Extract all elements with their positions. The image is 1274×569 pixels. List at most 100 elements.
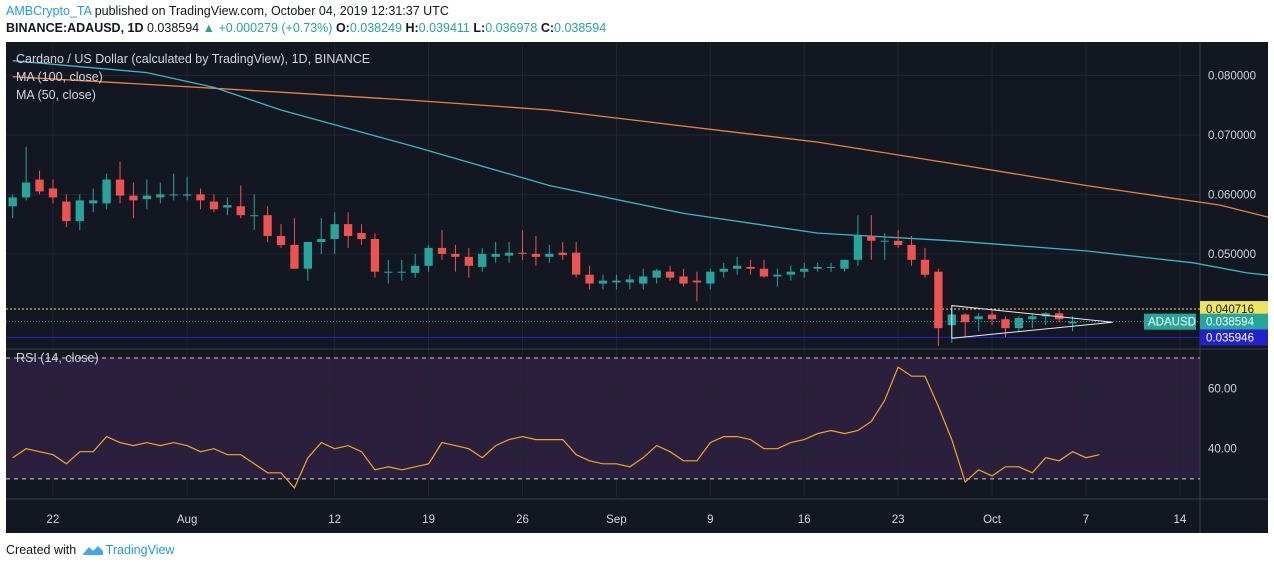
chart-title: Cardano / US Dollar (calculated by Tradi… <box>16 52 370 66</box>
time-tick-label: 12 <box>328 514 341 526</box>
candle-body <box>115 179 125 196</box>
time-tick-label: 19 <box>422 514 435 526</box>
candle-body <box>679 276 688 284</box>
chart-area[interactable]: 0.080000 0.070000 0.060000 0.050000 0.040716… <box>6 42 1268 533</box>
candle-body <box>531 253 541 257</box>
price-tick-label: 0.070000 <box>1208 130 1256 142</box>
candle-body <box>102 179 111 204</box>
candle-body <box>585 274 594 284</box>
current-price-tag-bg <box>1200 313 1268 330</box>
symbol-label: BINANCE:ADAUSD, 1D <box>6 21 144 35</box>
support-tag-bg <box>1200 329 1268 346</box>
candle-body <box>411 265 420 273</box>
candle-body <box>987 314 997 320</box>
candle-body <box>464 256 474 266</box>
rsi-tick-label: 40.00 <box>1208 444 1237 456</box>
time-tick-label: Aug <box>177 514 197 526</box>
candle-body <box>880 240 889 242</box>
rsi-band <box>6 358 1200 479</box>
candle-body <box>451 253 460 257</box>
author-link[interactable]: AMBCrypto_TA <box>6 4 92 18</box>
time-tick-label: 9 <box>707 514 713 526</box>
candle-body <box>867 236 876 241</box>
candle-body <box>706 271 715 284</box>
candle-body <box>719 268 728 272</box>
rsi-legend: RSI (14, close) <box>16 351 99 365</box>
triangle-up-icon: ▲ <box>202 21 215 35</box>
candle-body <box>652 270 661 278</box>
candle-body <box>746 266 755 269</box>
current-price-tag: 0.038594 <box>1206 317 1255 329</box>
time-tick-label: Sep <box>606 514 626 526</box>
resistance-tag-bg <box>1200 301 1268 318</box>
ohlc-line: BINANCE:ADAUSD, 1D 0.038594 ▲ +0.000279 … <box>6 20 606 37</box>
time-tick-label: Oct <box>983 514 1002 526</box>
c-label: C: <box>540 21 555 35</box>
candle-body <box>692 280 702 283</box>
candle-body <box>518 252 527 254</box>
candle-body <box>75 200 84 222</box>
candle-body <box>89 200 98 204</box>
candle-body <box>330 224 339 240</box>
chart-svg[interactable]: 0.080000 0.070000 0.060000 0.050000 0.040716… <box>6 42 1268 533</box>
candle-body <box>384 271 393 273</box>
o-value: 0.038249 <box>349 21 402 35</box>
candle-body <box>397 271 406 273</box>
price-tick-label: 0.050000 <box>1208 249 1256 261</box>
change-value: +0.000279 (+0.73%) <box>218 21 333 35</box>
candle-body <box>156 194 165 198</box>
symbol-tag: ADAUSD <box>1148 317 1196 329</box>
symbol-tag-bg <box>1144 313 1196 330</box>
candle-body <box>21 182 31 198</box>
tradingview-link[interactable]: TradingView <box>105 543 175 557</box>
price-tick-label: 0.080000 <box>1208 71 1256 83</box>
candle-body <box>1014 318 1024 329</box>
rsi-tick-label: 60.00 <box>1208 383 1237 395</box>
footer: Created with TradingView <box>6 543 174 557</box>
candle-body <box>920 259 930 275</box>
candle-body <box>907 244 916 260</box>
chart-header: AMBCrypto_TA published on TradingView.co… <box>6 3 606 37</box>
h-value: 0.039411 <box>418 21 470 35</box>
publish-line: AMBCrypto_TA published on TradingView.co… <box>6 3 606 20</box>
candle-body <box>1028 316 1037 320</box>
candle-body <box>1068 321 1077 324</box>
candle-body <box>800 268 809 272</box>
candle-body <box>840 259 849 269</box>
candle-body <box>934 271 943 329</box>
candle-body <box>826 266 836 268</box>
close-value: 0.038594 <box>147 21 200 35</box>
candle-body <box>8 197 17 207</box>
h-label: H: <box>405 21 419 35</box>
candle-body <box>290 244 299 269</box>
candle-body <box>491 253 500 257</box>
time-tick-label: 16 <box>798 514 811 526</box>
candle-body <box>317 239 326 242</box>
candle-body <box>853 236 863 260</box>
candle-body <box>759 268 769 277</box>
candle-body <box>223 205 232 208</box>
candle-body <box>598 280 608 284</box>
candle-body <box>504 252 514 256</box>
candle-body <box>786 271 795 275</box>
rsi-line <box>12 366 1100 489</box>
legend-ma100: MA (100, close) <box>16 70 103 84</box>
o-label: O: <box>335 21 350 35</box>
candle-body <box>1001 319 1010 329</box>
candle-body <box>893 240 903 245</box>
time-tick-label: 23 <box>892 514 905 526</box>
ma50-line <box>12 60 1268 276</box>
candle-body <box>437 247 447 254</box>
candle-body <box>732 265 742 269</box>
l-value: 0.036978 <box>485 21 538 35</box>
published-text: published on TradingView.com, October 04… <box>91 4 449 18</box>
candle-body <box>665 271 675 278</box>
time-tick-label: 14 <box>1173 514 1186 526</box>
candle-body <box>182 194 192 196</box>
support-tag: 0.035946 <box>1206 332 1254 344</box>
candle-body <box>263 215 272 237</box>
tradingview-logo-icon <box>82 546 103 555</box>
candle-body <box>129 195 138 201</box>
candle-body <box>625 279 634 283</box>
l-label: L: <box>473 21 486 35</box>
